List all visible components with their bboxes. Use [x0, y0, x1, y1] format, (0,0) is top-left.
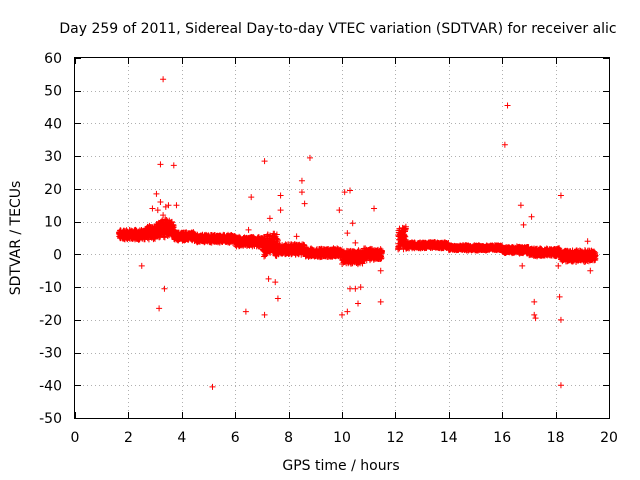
outlier-point	[355, 300, 362, 307]
outlier-point	[352, 239, 359, 246]
outlier-point	[357, 284, 364, 291]
outlier-point	[138, 262, 145, 269]
outlier-point	[519, 262, 526, 269]
outlier-point	[377, 267, 384, 274]
outlier-point	[557, 192, 564, 199]
y-tick-label: -30	[39, 346, 62, 362]
y-axis-title: SDTVAR / TECUs	[8, 181, 24, 296]
outlier-point	[261, 158, 268, 165]
outlier-point	[170, 162, 177, 169]
outlier-point	[261, 311, 268, 318]
x-tick-label: 0	[71, 430, 80, 446]
outlier-point	[274, 295, 281, 302]
outlier-point	[528, 213, 535, 220]
x-axis-title: GPS time / hours	[282, 458, 399, 474]
y-tick-label: 10	[44, 215, 62, 231]
outlier-point	[266, 215, 273, 222]
outlier-point	[531, 311, 538, 318]
data-point	[161, 234, 168, 241]
x-tick-label: 4	[177, 430, 186, 446]
outlier-point	[149, 205, 156, 212]
outlier-point	[556, 293, 563, 300]
chart-title: Day 259 of 2011, Sidereal Day-to-day VTE…	[59, 21, 616, 37]
outlier-point	[157, 161, 164, 168]
outlier-point	[277, 192, 284, 199]
outlier-point	[349, 220, 356, 227]
outlier-point	[584, 238, 591, 245]
y-tick-label: -20	[39, 313, 62, 329]
outlier-point	[347, 285, 354, 292]
outlier-point	[531, 298, 538, 305]
y-tick-label: 20	[44, 182, 62, 198]
y-tick-label: 30	[44, 149, 62, 165]
x-tick-label: 2	[124, 430, 133, 446]
outlier-point	[557, 316, 564, 323]
x-tick-label: 20	[600, 430, 618, 446]
outlier-point	[306, 154, 313, 161]
outlier-point	[344, 308, 351, 315]
y-tick-label: -40	[39, 378, 62, 394]
outlier-point	[277, 207, 284, 214]
y-tick-label: 0	[53, 247, 62, 263]
outlier-point	[532, 315, 539, 322]
outlier-point	[157, 199, 164, 205]
outlier-point	[156, 305, 163, 312]
outlier-point	[555, 262, 562, 269]
y-tick-label: -10	[39, 280, 62, 296]
outlier-point	[344, 230, 351, 237]
y-tick-label: -50	[39, 411, 62, 427]
x-tick-label: 14	[440, 430, 458, 446]
outlier-point	[265, 275, 272, 282]
y-tick-label: 60	[44, 51, 62, 67]
x-tick-label: 16	[493, 430, 511, 446]
outlier-point	[336, 207, 343, 214]
outlier-point	[298, 177, 305, 184]
outlier-point	[347, 187, 354, 194]
outlier-point	[153, 190, 160, 197]
outlier-point	[245, 226, 252, 233]
outlier-point	[154, 207, 161, 214]
outlier-point	[209, 383, 216, 390]
outlier-point	[173, 202, 180, 209]
outlier-point	[352, 285, 359, 292]
x-tick-label: 18	[547, 430, 565, 446]
outlier-point	[557, 382, 564, 389]
x-axis-tick-labels: 0 2 4 6 8 10 12 14 16 18 20	[71, 430, 618, 446]
y-tick-label: 50	[44, 84, 62, 100]
outlier-point	[520, 221, 527, 228]
data-point	[163, 217, 170, 224]
outlier-point	[161, 285, 168, 292]
outlier-point	[272, 279, 279, 286]
outlier-point	[293, 233, 300, 240]
x-tick-label: 10	[333, 430, 351, 446]
x-tick-label: 6	[231, 430, 240, 446]
outlier-point	[339, 311, 345, 318]
x-tick-label: 8	[284, 430, 293, 446]
x-tick-label: 12	[386, 430, 404, 446]
outlier-point	[504, 102, 511, 109]
outlier-point	[242, 308, 249, 315]
outlier-point	[517, 202, 524, 209]
outlier-point	[301, 200, 308, 207]
outlier-point	[587, 267, 594, 274]
y-axis-tick-labels: 60 50 40 30 20 10 0 -10 -20 -30 -40 -50	[39, 51, 62, 427]
outlier-point	[248, 194, 255, 201]
outlier-point	[377, 298, 384, 305]
y-tick-label: 40	[44, 116, 62, 132]
data-points	[116, 76, 599, 390]
outlier-point	[160, 76, 167, 83]
outlier-point	[371, 205, 378, 212]
outlier-point	[298, 189, 305, 196]
